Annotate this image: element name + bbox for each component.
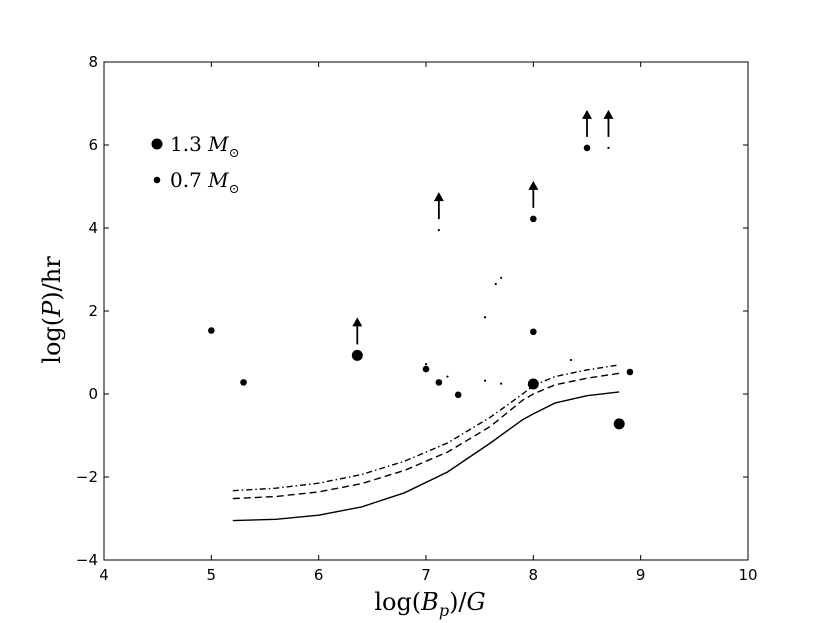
y-tick-label: −4 [76, 551, 98, 569]
data-point [569, 358, 573, 362]
legend-unit: M [207, 132, 229, 156]
y-tick-label: 4 [88, 219, 98, 237]
data-point [500, 276, 503, 279]
data-point [530, 215, 537, 223]
axis-ticks: 4 5 6 7 8 9 10 −4 −2 0 2 4 6 8 [76, 53, 758, 584]
lower-limit-arrow-head [603, 109, 614, 119]
data-point [613, 418, 625, 430]
y-axis-title: log(P)/hr [38, 256, 66, 364]
x-tick-label: 5 [207, 566, 217, 584]
legend-sun-symbol: ⊙ [229, 146, 240, 161]
data-point [424, 363, 428, 366]
x-tick-label: 8 [529, 566, 539, 584]
legend-label: 0.7 M⊙ [170, 168, 240, 197]
y-tick-label: 8 [88, 53, 98, 71]
data-point [240, 379, 247, 386]
data-point [626, 368, 634, 376]
data-points [208, 109, 634, 430]
lower-limit-arrow-head [582, 109, 592, 119]
curve-dash-dot [232, 364, 620, 492]
data-point [494, 282, 497, 286]
lower-limit-arrow-head [433, 192, 444, 202]
curve-solid [232, 391, 620, 522]
curve-dashed [232, 372, 620, 500]
y-axis-title-var: P [38, 300, 66, 318]
data-point [500, 382, 503, 385]
x-tick-label: 6 [314, 566, 324, 584]
lower-limit-arrow-head [528, 180, 539, 190]
y-tick-label: 2 [88, 302, 98, 320]
x-axis-title-var: B [420, 588, 439, 616]
x-tick-label: 7 [421, 566, 431, 584]
legend-label: 1.3 M⊙ [170, 132, 240, 161]
data-point [483, 379, 487, 382]
x-tick-label: 10 [738, 566, 757, 584]
legend-sun-symbol: ⊙ [229, 182, 240, 197]
data-point [583, 144, 591, 152]
y-tick-label: 0 [88, 385, 98, 403]
data-point [422, 365, 430, 373]
legend-value: 1.3 [170, 132, 208, 156]
y-tick-label: 6 [88, 136, 98, 154]
x-tick-label: 9 [636, 566, 646, 584]
data-point [530, 328, 537, 336]
legend-value: 0.7 [170, 168, 208, 192]
x-axis-title-sub: p [439, 601, 449, 620]
lower-limit-arrow-head [352, 317, 363, 327]
data-point [527, 378, 539, 390]
data-point [351, 349, 363, 361]
data-point [208, 327, 215, 334]
x-tick-label: 4 [99, 566, 109, 584]
data-point [607, 146, 610, 150]
data-point [446, 375, 449, 378]
y-tick-label: −2 [76, 468, 98, 486]
legend-marker [153, 176, 161, 184]
legend-marker [151, 138, 163, 150]
data-point [435, 379, 443, 386]
data-point [483, 316, 487, 319]
data-point [437, 228, 440, 232]
x-axis-title: log(Bp)/G [374, 588, 485, 620]
data-point [454, 391, 462, 399]
legend: 1.3 M⊙0.7 M⊙ [151, 132, 240, 197]
x-axis-title-unit: G [467, 588, 486, 616]
legend-unit: M [207, 168, 229, 192]
curves [232, 364, 620, 522]
x-axis-title-tail: )/ [449, 588, 467, 616]
